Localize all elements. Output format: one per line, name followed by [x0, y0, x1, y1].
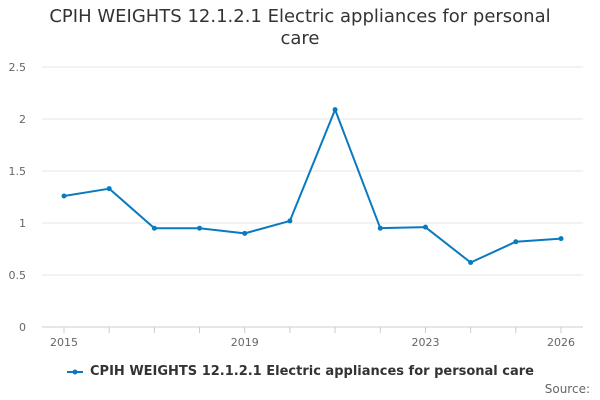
y-tick-label: 1.5 — [9, 165, 27, 178]
data-point[interactable] — [332, 107, 338, 113]
data-point[interactable] — [422, 224, 428, 230]
x-tick-label: 2026 — [547, 336, 575, 349]
x-axis: 2015 2019 2023 2026 — [50, 327, 575, 349]
data-point[interactable] — [513, 239, 519, 245]
data-point[interactable] — [197, 225, 203, 231]
data-point[interactable] — [377, 225, 383, 231]
x-tick-label: 2015 — [50, 336, 78, 349]
x-tick-label: 2023 — [411, 336, 439, 349]
y-axis-tick-labels: 0 0.5 1 1.5 2 2.5 — [9, 61, 27, 334]
data-point[interactable] — [61, 193, 67, 199]
chart-title-line-2: care — [280, 28, 320, 49]
gridlines — [42, 66, 583, 328]
legend[interactable]: CPIH WEIGHTS 12.1.2.1 Electric appliance… — [0, 364, 600, 379]
chart-title: CPIH WEIGHTS 12.1.2.1 Electric appliance… — [0, 6, 600, 50]
y-tick-label: 0 — [19, 321, 26, 334]
source-label: Source: — [544, 382, 590, 396]
data-point[interactable] — [287, 218, 293, 224]
data-point[interactable] — [106, 186, 112, 192]
y-tick-label: 2 — [19, 113, 26, 126]
x-tick-label: 2019 — [231, 336, 259, 349]
y-tick-label: 2.5 — [9, 61, 27, 74]
legend-label: CPIH WEIGHTS 12.1.2.1 Electric appliance… — [90, 364, 534, 379]
series-group — [61, 107, 564, 266]
legend-line-icon — [67, 369, 84, 374]
data-point[interactable] — [558, 236, 564, 242]
data-point[interactable] — [468, 260, 474, 266]
data-point[interactable] — [151, 225, 157, 231]
chart-title-line-1: CPIH WEIGHTS 12.1.2.1 Electric appliance… — [49, 6, 551, 27]
y-tick-label: 1 — [19, 217, 26, 230]
data-point[interactable] — [242, 230, 248, 236]
series-line — [63, 108, 562, 264]
y-tick-label: 0.5 — [9, 269, 27, 282]
